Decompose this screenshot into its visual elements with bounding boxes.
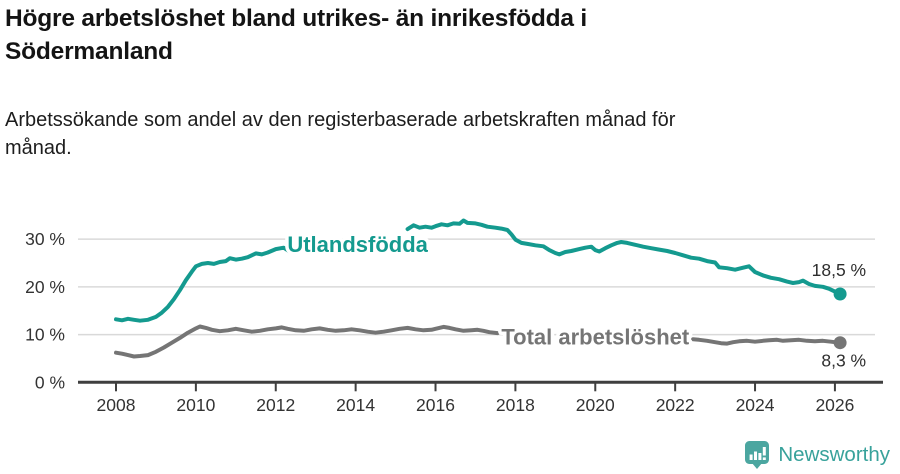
x-axis-tick-label: 2020 <box>576 395 615 415</box>
series-end-value-label: 8,3 % <box>821 351 866 371</box>
y-axis-tick-label: 30 % <box>25 229 65 249</box>
x-axis-tick-label: 2026 <box>815 395 854 415</box>
x-axis-tick-label: 2012 <box>256 395 295 415</box>
series-line <box>114 245 292 323</box>
x-axis-tick-label: 2014 <box>336 395 375 415</box>
x-axis-tick-label: 2010 <box>176 395 215 415</box>
series-inline-label: Total arbetslöshet <box>501 325 690 350</box>
newsworthy-brand-link[interactable]: Newsworthy <box>744 440 890 470</box>
series-line <box>405 218 843 296</box>
newsworthy-pin-barchart-icon <box>745 441 770 469</box>
x-axis-tick-label: 2024 <box>736 395 775 415</box>
page-title: Högre arbetslöshet bland utrikes- än inr… <box>5 5 588 65</box>
y-axis-tick-label: 10 % <box>25 325 65 345</box>
series-line <box>691 337 843 346</box>
x-axis-tick-label: 2018 <box>496 395 535 415</box>
x-axis-tick-label: 2022 <box>656 395 695 415</box>
page-subtitle: Arbetssökande som andel av den registerb… <box>5 109 676 159</box>
x-axis-tick-label: 2016 <box>416 395 455 415</box>
series-end-dot <box>833 287 847 301</box>
series-end-value-label: 18,5 % <box>812 260 866 280</box>
x-axis-tick-label: 2008 <box>97 395 136 415</box>
y-axis-tick-label: 0 % <box>35 372 65 392</box>
series-inline-label: Utlandsfödda <box>287 232 428 257</box>
newsworthy-wordmark: Newsworthy <box>778 443 890 466</box>
series-end-dot <box>833 336 847 350</box>
series-line <box>114 324 500 359</box>
y-axis-tick-label: 20 % <box>25 277 65 297</box>
